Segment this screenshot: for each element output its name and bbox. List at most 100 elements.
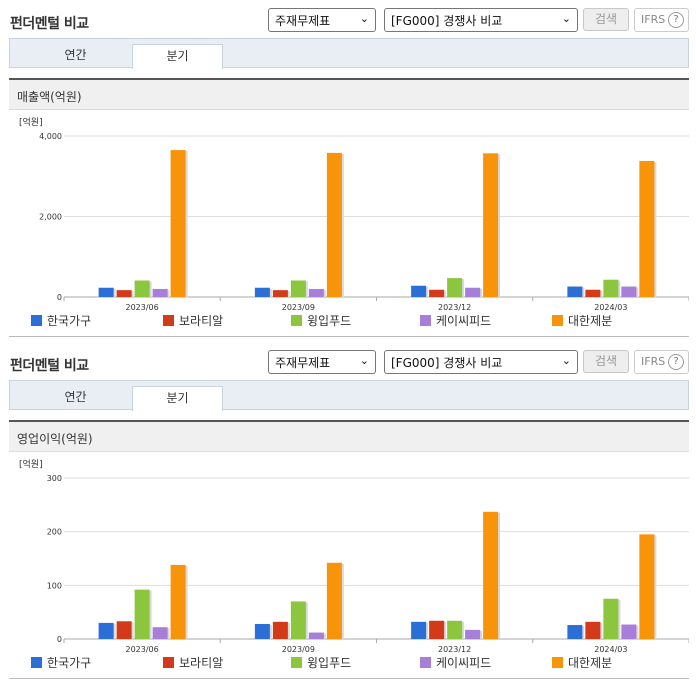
chart-title: 매출액(억원) (9, 78, 689, 110)
bar-보라티알-2024/03[interactable] (585, 621, 601, 639)
bar-윙입푸드-2023/12[interactable] (447, 620, 463, 639)
y-tick-label: 100 (47, 581, 62, 590)
ifrs-help-button[interactable]: IFRS? (634, 350, 689, 374)
ifrs-label: IFRS (641, 355, 666, 368)
legend-item-대한제분[interactable]: 대한제분 (552, 312, 612, 329)
statement-select[interactable]: 주재무제표 ⌄ (268, 350, 376, 374)
bar-보라티알-2024/03[interactable] (585, 289, 601, 297)
legend-swatch (552, 315, 563, 326)
bar-윙입푸드-2023/06[interactable] (134, 589, 150, 639)
bar-케이씨피드-2024/03[interactable] (621, 624, 637, 639)
legend-swatch (291, 657, 302, 668)
legend-item-한국가구[interactable]: 한국가구 (31, 654, 91, 671)
divider (9, 678, 689, 679)
bar-윙입푸드-2024/03[interactable] (603, 279, 619, 297)
legend-swatch (291, 315, 302, 326)
legend-item-대한제분[interactable]: 대한제분 (552, 654, 612, 671)
panel-title: 펀더멘털 비교 (10, 16, 89, 32)
statement-select[interactable]: 주재무제표 ⌄ (268, 8, 376, 32)
chevron-down-icon: ⌄ (359, 354, 369, 367)
comparison-select[interactable]: [FG000] 경쟁사 비교 ⌄ (384, 350, 578, 374)
legend-swatch (163, 657, 174, 668)
legend-label: 윙입푸드 (307, 656, 352, 670)
bar-한국가구-2024/03[interactable] (567, 625, 583, 639)
x-tick-label: 2023/06 (126, 645, 159, 654)
legend-label: 보라티알 (179, 314, 224, 328)
bar-케이씨피드-2023/12[interactable] (465, 629, 481, 639)
legend-label: 한국가구 (47, 656, 92, 670)
bar-윙입푸드-2023/09[interactable] (290, 280, 306, 297)
legend-item-케이씨피드[interactable]: 케이씨피드 (420, 312, 491, 329)
legend-label: 케이씨피드 (436, 314, 492, 328)
y-tick-label: 0 (57, 293, 62, 302)
bar-보라티알-2023/09[interactable] (272, 290, 288, 297)
x-tick-label: 2024/03 (594, 303, 627, 312)
tab-annual[interactable]: 연간 (64, 390, 87, 404)
bar-케이씨피드-2023/12[interactable] (465, 287, 481, 297)
tab-annual[interactable]: 연간 (64, 48, 87, 62)
bar-보라티알-2023/06[interactable] (116, 290, 132, 297)
bar-윙입푸드-2023/12[interactable] (447, 278, 463, 297)
bar-케이씨피드-2023/09[interactable] (308, 288, 324, 297)
bar-대한제분-2023/06[interactable] (170, 150, 186, 297)
comparison-select-value: [FG000] 경쟁사 비교 (391, 14, 503, 28)
search-button[interactable]: 검색 (583, 350, 629, 373)
statement-select-value: 주재무제표 (275, 14, 331, 28)
ifrs-help-button[interactable]: IFRS? (634, 8, 689, 32)
legend-label: 대한제분 (568, 656, 613, 670)
legend-label: 보라티알 (179, 656, 224, 670)
panel-title: 펀더멘털 비교 (10, 358, 89, 374)
chart-title: 영업이익(억원) (9, 420, 689, 452)
bar-케이씨피드-2023/09[interactable] (308, 632, 324, 639)
legend-item-케이씨피드[interactable]: 케이씨피드 (420, 654, 491, 671)
legend-swatch (420, 315, 431, 326)
bar-한국가구-2023/09[interactable] (254, 287, 270, 297)
bar-케이씨피드-2024/03[interactable] (621, 286, 637, 297)
chart-legend: 한국가구 보라티알 윙입푸드 케이씨피드 대한제분 (9, 312, 689, 330)
legend-label: 한국가구 (47, 314, 92, 328)
legend-item-한국가구[interactable]: 한국가구 (31, 312, 91, 329)
bar-대한제분-2023/12[interactable] (483, 153, 499, 297)
bar-대한제분-2023/12[interactable] (483, 511, 499, 639)
bar-대한제분-2024/03[interactable] (639, 534, 655, 639)
legend-item-윙입푸드[interactable]: 윙입푸드 (291, 312, 351, 329)
bar-윙입푸드-2023/06[interactable] (134, 280, 150, 297)
x-tick-label: 2023/12 (438, 303, 471, 312)
tab-quarterly[interactable]: 분기 (132, 386, 223, 411)
legend-item-보라티알[interactable]: 보라티알 (163, 654, 223, 671)
bar-윙입푸드-2024/03[interactable] (603, 598, 619, 639)
bar-보라티알-2023/12[interactable] (429, 620, 445, 639)
search-button[interactable]: 검색 (583, 8, 629, 31)
help-icon: ? (668, 354, 684, 370)
legend-swatch (420, 657, 431, 668)
bar-한국가구-2023/06[interactable] (98, 622, 114, 639)
ifrs-label: IFRS (641, 13, 666, 26)
fundamental-panel-sales: 펀더멘털 비교 주재무제표 ⌄ [FG000] 경쟁사 비교 ⌄ 검색 IFRS? … (9, 8, 689, 337)
bar-한국가구-2023/12[interactable] (411, 285, 427, 297)
bar-윙입푸드-2023/09[interactable] (290, 601, 306, 639)
chart-legend: 한국가구 보라티알 윙입푸드 케이씨피드 대한제분 (9, 654, 689, 672)
bar-한국가구-2023/06[interactable] (98, 287, 114, 297)
bar-대한제분-2023/06[interactable] (170, 564, 186, 639)
y-tick-label: 300 (47, 474, 62, 483)
legend-item-윙입푸드[interactable]: 윙입푸드 (291, 654, 351, 671)
chevron-down-icon: ⌄ (561, 12, 571, 25)
bar-한국가구-2023/12[interactable] (411, 621, 427, 639)
bar-대한제분-2023/09[interactable] (326, 152, 342, 297)
bar-케이씨피드-2023/06[interactable] (152, 627, 168, 639)
fundamental-panel-operating-profit: 펀더멘털 비교 주재무제표 ⌄ [FG000] 경쟁사 비교 ⌄ 검색 IFRS? … (0, 342, 696, 684)
divider (9, 336, 689, 337)
bar-대한제분-2023/09[interactable] (326, 562, 342, 639)
bar-케이씨피드-2023/06[interactable] (152, 288, 168, 297)
bar-한국가구-2023/09[interactable] (254, 623, 270, 639)
tab-quarterly[interactable]: 분기 (132, 44, 223, 69)
legend-swatch (552, 657, 563, 668)
bar-보라티알-2023/12[interactable] (429, 289, 445, 297)
bar-보라티알-2023/06[interactable] (116, 621, 132, 639)
bar-보라티알-2023/09[interactable] (272, 621, 288, 639)
bar-대한제분-2024/03[interactable] (639, 160, 655, 297)
legend-item-보라티알[interactable]: 보라티알 (163, 312, 223, 329)
comparison-select[interactable]: [FG000] 경쟁사 비교 ⌄ (384, 8, 578, 32)
operating-profit-bar-chart: [억원] 0 100 200 300 2023/06 2023/09 2023/12 2024/… (19, 458, 689, 654)
bar-한국가구-2024/03[interactable] (567, 286, 583, 297)
